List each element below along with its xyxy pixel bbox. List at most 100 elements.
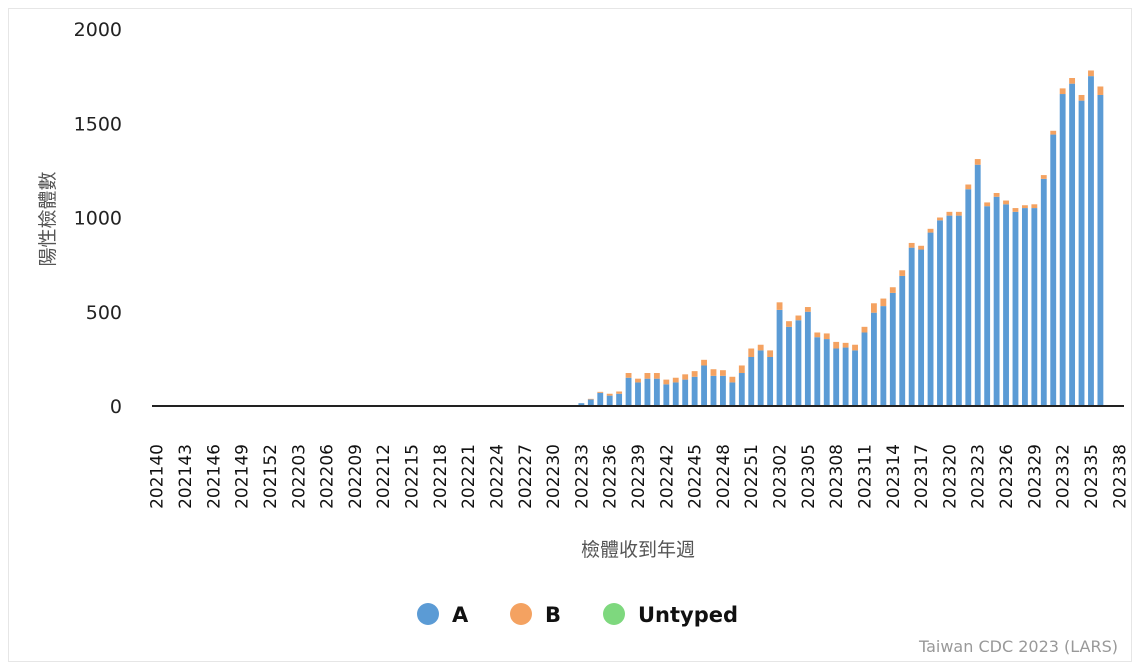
bar-a-202336 xyxy=(1097,94,1104,406)
x-tick-label: 202317 xyxy=(912,444,932,509)
bar-b-202320 xyxy=(946,211,953,216)
bar-a-202250 xyxy=(738,373,745,406)
bar-b-202332 xyxy=(1059,88,1066,95)
x-tick-label: 202215 xyxy=(403,444,423,509)
y-tick-label: 1000 xyxy=(74,208,122,230)
bar-b-202315 xyxy=(899,270,906,276)
bar-b-202240 xyxy=(644,373,651,379)
bar-b-202329 xyxy=(1031,204,1038,209)
y-tick-labels: 0 500 1000 1500 2000 xyxy=(74,19,122,418)
y-axis-title: 陽性檢體數 xyxy=(37,171,59,266)
x-tick-label: 202302 xyxy=(771,444,791,509)
bar-b-202303 xyxy=(786,321,792,327)
bar-a-202236 xyxy=(606,395,613,406)
x-tick-label: 202209 xyxy=(346,444,366,509)
bar-b-202310 xyxy=(852,344,858,351)
bar-a-202237 xyxy=(616,393,623,406)
bar-a-202331 xyxy=(1050,134,1057,406)
bar-b-202308 xyxy=(833,341,840,349)
bar-a-202320 xyxy=(946,215,953,406)
y-tick-label: 0 xyxy=(110,396,122,418)
x-tick-label: 202248 xyxy=(714,444,734,509)
legend[interactable]: A B Untyped xyxy=(417,603,738,627)
bar-b-202323 xyxy=(974,159,981,165)
bar-a-202304 xyxy=(795,320,802,406)
bar-b-202237 xyxy=(616,391,623,394)
bar-a-202246 xyxy=(701,365,707,406)
bar-b-202322 xyxy=(965,184,972,190)
bar-b-202328 xyxy=(1021,205,1028,209)
bar-a-202243 xyxy=(672,382,679,406)
bar-b-202251 xyxy=(748,348,755,357)
x-tick-label: 202140 xyxy=(148,444,168,509)
bar-a-202247 xyxy=(710,375,717,406)
legend-marker-b xyxy=(510,603,532,625)
legend-marker-untyped xyxy=(603,603,625,625)
bar-a-202318 xyxy=(927,232,934,406)
y-tick-label: 2000 xyxy=(74,19,122,41)
bar-b-202252 xyxy=(757,344,764,351)
bar-b-202239 xyxy=(635,378,641,383)
bar-b-202317 xyxy=(918,245,925,250)
bar-a-202325 xyxy=(993,196,1000,406)
bar-a-202334 xyxy=(1078,100,1085,406)
bar-a-202241 xyxy=(653,378,660,406)
credit-text: Taiwan CDC 2023 (LARS) xyxy=(918,637,1118,656)
bar-a-202330 xyxy=(1040,178,1047,406)
bar-a-202242 xyxy=(663,384,670,406)
legend-item-untyped[interactable]: Untyped xyxy=(603,603,738,627)
bar-b-202247 xyxy=(710,369,717,376)
bar-a-202305 xyxy=(804,311,811,406)
bar-a-202313 xyxy=(880,306,887,406)
x-tick-label: 202320 xyxy=(940,444,960,509)
bar-b-202238 xyxy=(625,373,632,378)
bar-a-202248 xyxy=(720,375,726,406)
bar-b-202235 xyxy=(597,391,604,393)
x-tick-label: 202227 xyxy=(516,444,536,509)
bar-b-202331 xyxy=(1050,130,1057,135)
x-tick-label: 202146 xyxy=(204,444,224,509)
x-tick-label: 202206 xyxy=(318,444,338,509)
bar-a-202314 xyxy=(889,292,896,406)
bar-a-202245 xyxy=(691,376,698,406)
bar-b-202319 xyxy=(937,217,943,221)
y-tick-label: 500 xyxy=(86,302,122,324)
bar-a-202316 xyxy=(908,247,915,406)
bar-a-202244 xyxy=(682,379,689,406)
bar-b-202309 xyxy=(842,342,849,348)
bar-b-202305 xyxy=(804,307,811,312)
bar-b-202330 xyxy=(1040,175,1047,179)
x-tick-label: 202242 xyxy=(657,444,677,509)
bar-a-202308 xyxy=(833,348,840,406)
x-tick-label: 202314 xyxy=(884,444,904,509)
x-axis-title: 檢體收到年週 xyxy=(581,539,695,561)
bar-b-202304 xyxy=(795,315,802,321)
x-tick-label: 202326 xyxy=(997,444,1017,509)
bar-b-202325 xyxy=(993,193,1000,197)
x-tick-label: 202152 xyxy=(261,444,281,509)
legend-label-a: A xyxy=(452,603,469,627)
bar-a-202307 xyxy=(823,339,830,406)
bar-a-202328 xyxy=(1021,208,1028,406)
bar-a-202333 xyxy=(1069,83,1076,407)
bar-a-202235 xyxy=(597,392,604,406)
x-tick-label: 202329 xyxy=(1025,444,1045,509)
legend-item-b[interactable]: B xyxy=(510,603,561,627)
bar-a-202238 xyxy=(625,377,632,406)
bar-a-202322 xyxy=(965,189,972,406)
bar-a-202233 xyxy=(578,403,585,406)
bar-b-202318 xyxy=(927,228,934,233)
x-tick-label: 202239 xyxy=(629,444,649,509)
x-tick-labels: 202140 202143 202146 202149 202152 202203 2022… xyxy=(148,444,1131,509)
x-tick-label: 202311 xyxy=(855,444,875,509)
x-tick-label: 202212 xyxy=(374,444,394,509)
bar-b-202313 xyxy=(880,298,887,307)
x-tick-label: 202221 xyxy=(459,444,479,509)
bar-b-202249 xyxy=(729,376,736,383)
x-tick-label: 202308 xyxy=(827,444,847,509)
bar-a-202312 xyxy=(871,312,877,406)
bar-b-202236 xyxy=(606,393,613,396)
x-tick-label: 202218 xyxy=(431,444,451,509)
legend-item-a[interactable]: A xyxy=(417,603,469,627)
